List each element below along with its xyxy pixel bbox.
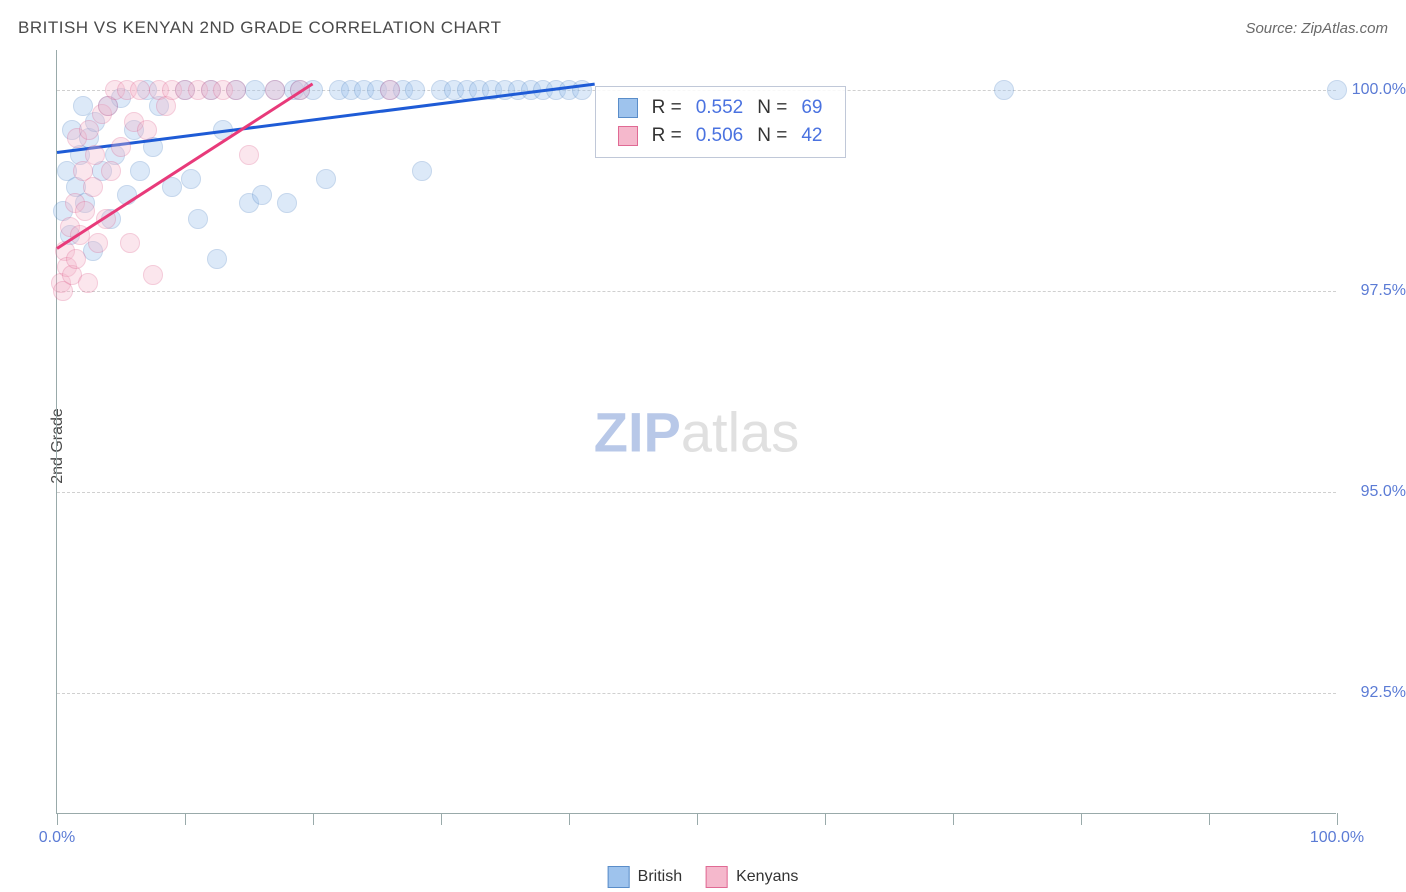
y-axis-tick-label: 95.0% xyxy=(1361,483,1406,501)
scatter-plot-area: ZIPatlas 92.5%95.0%97.5%100.0%0.0%100.0%… xyxy=(56,50,1336,814)
stat-r-value-british: 0.552 xyxy=(690,95,750,121)
x-axis-tick xyxy=(825,813,826,825)
scatter-point-kenyans xyxy=(111,137,131,157)
stat-swatch-british xyxy=(618,98,638,118)
legend-item-kenyans: Kenyans xyxy=(706,866,798,888)
scatter-point-british xyxy=(252,185,272,205)
scatter-point-kenyans xyxy=(380,80,400,100)
scatter-point-british xyxy=(188,209,208,229)
gridline-horizontal xyxy=(57,492,1336,493)
scatter-point-kenyans xyxy=(101,161,121,181)
gridline-horizontal xyxy=(57,291,1336,292)
legend-item-british: British xyxy=(608,866,682,888)
x-axis-tick xyxy=(1337,813,1338,825)
stat-r-label: R = xyxy=(646,95,688,121)
x-axis-tick xyxy=(953,813,954,825)
watermark-bold: ZIP xyxy=(594,400,681,463)
scatter-point-kenyans xyxy=(66,249,86,269)
scatter-point-kenyans xyxy=(85,145,105,165)
legend-swatch-british xyxy=(608,866,630,888)
legend-label-kenyans: Kenyans xyxy=(736,868,798,886)
scatter-point-kenyans xyxy=(120,233,140,253)
legend: British Kenyans xyxy=(608,866,799,888)
x-axis-tick xyxy=(185,813,186,825)
scatter-point-british xyxy=(130,161,150,181)
scatter-point-kenyans xyxy=(88,233,108,253)
x-axis-tick-label: 0.0% xyxy=(39,829,75,847)
scatter-point-kenyans xyxy=(265,80,285,100)
source-attribution: Source: ZipAtlas.com xyxy=(1245,20,1388,37)
stat-swatch-kenyans xyxy=(618,126,638,146)
y-axis-tick-label: 100.0% xyxy=(1352,81,1406,99)
stat-n-value-british: 69 xyxy=(795,95,828,121)
x-axis-tick-label: 100.0% xyxy=(1310,829,1364,847)
chart-title: BRITISH VS KENYAN 2ND GRADE CORRELATION … xyxy=(18,18,501,38)
legend-swatch-kenyans xyxy=(706,866,728,888)
stat-r-value-kenyans: 0.506 xyxy=(690,123,750,149)
watermark-light: atlas xyxy=(681,400,799,463)
x-axis-tick xyxy=(1209,813,1210,825)
scatter-point-kenyans xyxy=(239,145,259,165)
watermark: ZIPatlas xyxy=(594,399,799,464)
scatter-point-british xyxy=(412,161,432,181)
x-axis-tick xyxy=(441,813,442,825)
stat-row-british: R =0.552N =69 xyxy=(612,95,829,121)
legend-label-british: British xyxy=(638,868,682,886)
y-axis-tick-label: 92.5% xyxy=(1361,684,1406,702)
stat-row-kenyans: R =0.506N =42 xyxy=(612,123,829,149)
scatter-point-kenyans xyxy=(75,201,95,221)
scatter-point-british xyxy=(277,193,297,213)
stat-n-label: N = xyxy=(751,123,793,149)
gridline-horizontal xyxy=(57,693,1336,694)
x-axis-tick xyxy=(569,813,570,825)
x-axis-tick xyxy=(1081,813,1082,825)
x-axis-tick xyxy=(57,813,58,825)
scatter-point-kenyans xyxy=(143,265,163,285)
x-axis-tick xyxy=(313,813,314,825)
scatter-point-kenyans xyxy=(130,80,150,100)
scatter-point-kenyans xyxy=(226,80,246,100)
scatter-point-kenyans xyxy=(83,177,103,197)
scatter-point-british xyxy=(181,169,201,189)
chart-header: BRITISH VS KENYAN 2ND GRADE CORRELATION … xyxy=(18,18,1388,38)
scatter-point-british xyxy=(207,249,227,269)
scatter-point-kenyans xyxy=(137,120,157,140)
scatter-point-british xyxy=(316,169,336,189)
scatter-point-kenyans xyxy=(79,120,99,140)
scatter-point-british xyxy=(405,80,425,100)
scatter-point-british xyxy=(245,80,265,100)
y-axis-tick-label: 97.5% xyxy=(1361,282,1406,300)
scatter-point-british xyxy=(994,80,1014,100)
stat-n-label: N = xyxy=(751,95,793,121)
correlation-stats-box: R =0.552N =69R =0.506N =42 xyxy=(595,86,846,158)
scatter-point-kenyans xyxy=(78,273,98,293)
scatter-point-british xyxy=(1327,80,1347,100)
stat-r-label: R = xyxy=(646,123,688,149)
stat-n-value-kenyans: 42 xyxy=(795,123,828,149)
x-axis-tick xyxy=(697,813,698,825)
